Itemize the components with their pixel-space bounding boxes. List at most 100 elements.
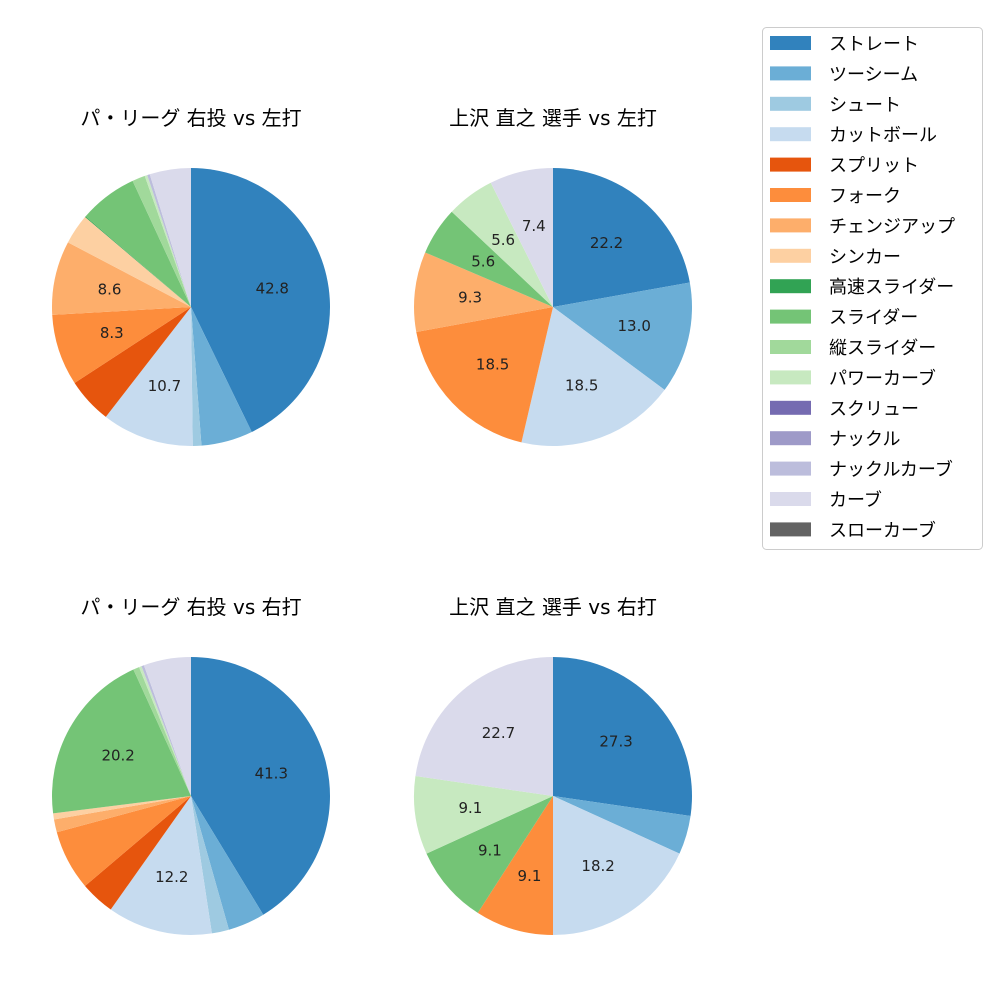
pie-slice <box>144 175 191 307</box>
legend-label: チェンジアップ <box>829 216 955 237</box>
legend-label: カーブ <box>829 489 882 511</box>
legend-swatch <box>770 492 811 506</box>
legend-swatch <box>770 36 811 50</box>
slice-label: 42.8 <box>256 279 289 297</box>
pie-slice <box>415 657 553 796</box>
pie-slice <box>191 796 264 930</box>
pie-slice <box>477 796 553 935</box>
legend: ストレートツーシームシュートカットボールスプリットフォークチェンジアップシンカー… <box>762 27 983 550</box>
legend-swatch <box>770 309 811 324</box>
pie-slice <box>451 182 553 307</box>
pie-slice <box>425 211 553 307</box>
pie-chart-2: 上沢 直之 選手 vs 左打 22.2 13.0 18.5 18.5 9.3 5.6 5.6 7… <box>414 106 692 446</box>
slice-label: 12.2 <box>155 868 188 886</box>
legend-label: シンカー <box>829 247 901 268</box>
legend-swatch <box>770 522 811 537</box>
pie-slice <box>191 796 229 934</box>
pie-slice <box>553 168 690 307</box>
slice-label: 8.6 <box>98 280 122 298</box>
pie-slice <box>553 796 691 854</box>
legend-swatch <box>770 400 811 415</box>
pie-chart-3: パ・リーグ 右投 vs 右打 41.3 12.2 20.2 <box>51 595 331 936</box>
slice-label: 9.1 <box>518 867 542 885</box>
slice-label: 5.6 <box>491 231 515 249</box>
pie-slice <box>85 180 191 307</box>
slice-label: 27.3 <box>599 732 632 750</box>
legend-swatch <box>770 188 811 202</box>
pie-slice <box>147 174 191 307</box>
pie-chart-1: パ・リーグ 右投 vs 左打 42.8 10.7 8.3 8.6 <box>51 106 331 446</box>
pie-chart-4: 上沢 直之 選手 vs 右打 27.3 18.2 9.1 9.1 9.1 22.7 <box>414 595 692 935</box>
chart-title: パ・リーグ 右投 vs 左打 <box>80 106 301 130</box>
legend-label: カットボール <box>829 125 937 146</box>
pie-slice <box>490 168 553 307</box>
pie-slice <box>414 252 553 332</box>
legend-swatch <box>770 279 811 294</box>
pie-slice <box>85 216 191 307</box>
pie-slice <box>143 657 191 796</box>
slice-label: 13.0 <box>617 317 650 335</box>
slice-label: 41.3 <box>255 764 288 782</box>
slice-label: 9.1 <box>459 799 483 817</box>
pie-slice <box>553 796 680 935</box>
legend-label: ナックルカーブ <box>829 459 953 481</box>
legend-swatch <box>770 157 811 172</box>
pie-slice <box>53 796 192 833</box>
legend-label: 縦スライダー <box>829 338 936 359</box>
legend-swatch <box>770 461 811 476</box>
slice-label: 9.3 <box>458 289 482 307</box>
pie-slice <box>191 307 252 446</box>
pie-slice <box>133 667 191 796</box>
pie-slice <box>141 665 191 796</box>
pie-slice <box>105 307 193 446</box>
pie-slice <box>132 175 191 307</box>
pie-slice <box>85 796 191 910</box>
slice-label: 18.5 <box>476 356 509 374</box>
pie-slice <box>521 307 665 446</box>
pie-slice <box>51 242 191 315</box>
legend-swatch <box>770 340 811 354</box>
chart-title: パ・リーグ 右投 vs 右打 <box>80 595 301 619</box>
slice-label: 7.4 <box>522 217 546 235</box>
legend-label: パワーカーブ <box>829 367 936 389</box>
legend-label: シュート <box>829 95 901 116</box>
legend-swatch <box>770 218 811 233</box>
chart-title: 上沢 直之 選手 vs 左打 <box>449 106 657 130</box>
pie-slice <box>67 217 191 307</box>
legend-swatch <box>770 96 811 111</box>
chart-title: 上沢 直之 選手 vs 右打 <box>449 595 657 619</box>
slice-label: 20.2 <box>101 746 134 764</box>
pie-slice <box>414 775 553 854</box>
legend-swatch <box>770 431 811 446</box>
legend-label: スクリュー <box>829 399 919 420</box>
slice-label: 5.6 <box>471 252 495 270</box>
slice-label: 9.1 <box>478 842 502 860</box>
legend-swatch <box>770 66 811 81</box>
slice-label: 18.5 <box>565 376 598 394</box>
legend-label: スローカーブ <box>829 519 936 541</box>
pie-slice <box>53 796 192 820</box>
pie-slice <box>191 168 331 433</box>
pie-slice <box>51 669 191 814</box>
slice-label: 18.2 <box>581 857 614 875</box>
legend-swatch <box>770 370 811 385</box>
legend-label: スプリット <box>829 156 919 177</box>
pie-slice <box>52 307 191 383</box>
pie-slice <box>74 307 191 417</box>
legend-swatch <box>770 127 811 142</box>
legend-label: 高速スライダー <box>829 277 954 298</box>
slice-label: 10.7 <box>148 377 181 395</box>
pie-slice <box>553 282 692 390</box>
pie-slice <box>56 796 191 886</box>
legend-swatch <box>770 248 811 263</box>
pie-slice <box>416 307 553 443</box>
slice-label: 22.7 <box>482 724 515 742</box>
slice-label: 8.3 <box>100 324 124 342</box>
legend-label: フォーク <box>829 186 901 207</box>
legend-box <box>762 27 983 550</box>
pie-slice <box>191 307 202 446</box>
legend-label: ナックル <box>829 429 900 450</box>
legend-label: ストレート <box>829 34 919 55</box>
legend-label: ツーシーム <box>829 64 918 85</box>
